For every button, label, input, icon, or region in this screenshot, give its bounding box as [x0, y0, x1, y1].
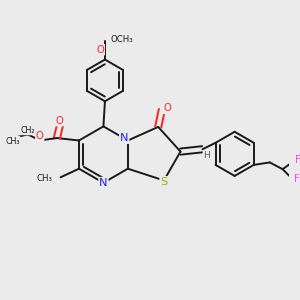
Text: H: H — [203, 151, 210, 160]
Text: CH₃: CH₃ — [37, 174, 53, 183]
Text: F: F — [294, 174, 300, 184]
Text: CH₃: CH₃ — [5, 136, 20, 146]
Text: CH₂: CH₂ — [20, 126, 35, 135]
Text: S: S — [160, 177, 168, 187]
Text: O: O — [164, 103, 171, 113]
Text: O: O — [97, 45, 104, 55]
Text: O: O — [56, 116, 63, 126]
Text: O: O — [36, 131, 44, 141]
Text: OCH₃: OCH₃ — [110, 35, 133, 44]
Text: N: N — [120, 133, 128, 143]
Text: F: F — [296, 155, 300, 165]
Text: N: N — [99, 178, 108, 188]
